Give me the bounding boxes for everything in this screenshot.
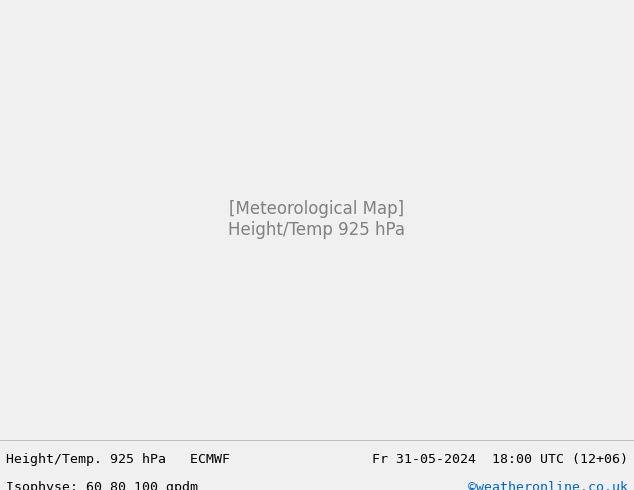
Text: Fr 31-05-2024  18:00 UTC (12+06): Fr 31-05-2024 18:00 UTC (12+06)	[372, 453, 628, 466]
Text: Height/Temp. 925 hPa   ECMWF: Height/Temp. 925 hPa ECMWF	[6, 453, 230, 466]
Text: [Meteorological Map]
Height/Temp 925 hPa: [Meteorological Map] Height/Temp 925 hPa	[228, 200, 406, 239]
Text: Isophyse: 60 80 100 gpdm: Isophyse: 60 80 100 gpdm	[6, 481, 198, 490]
Text: ©weatheronline.co.uk: ©weatheronline.co.uk	[468, 481, 628, 490]
